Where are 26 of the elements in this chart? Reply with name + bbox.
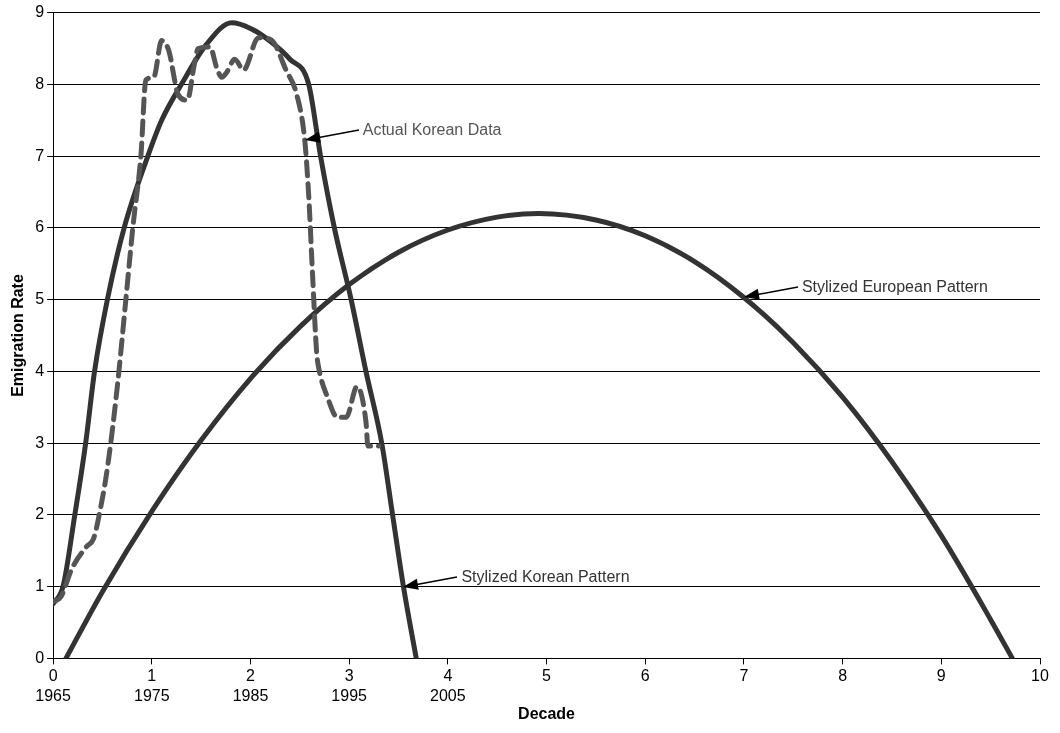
y-tick-label: 9 — [35, 3, 45, 21]
text: Stylized European Pattern — [801, 278, 988, 297]
x-axis-title: Decade — [518, 704, 576, 722]
x-tick-label: 9 — [936, 667, 946, 685]
text: Stylized Korean Pattern — [461, 567, 630, 586]
x-tick-label: 4 2005 — [430, 667, 466, 704]
y-tick-label: 8 — [35, 74, 45, 92]
x-tick-label: 7 — [739, 667, 749, 685]
x-tick-label: 8 — [838, 667, 848, 685]
y-tick-label: 7 — [35, 146, 45, 164]
y-tick-label: 6 — [35, 218, 45, 236]
y-tick-label: 5 — [35, 290, 45, 308]
x-tick-label: 3 1995 — [331, 667, 368, 704]
text: Actual Korean Data — [362, 121, 502, 140]
y-tick-label: 1 — [35, 577, 45, 595]
y-tick-label: 4 — [35, 361, 45, 379]
x-tick-label: 0 1965 — [35, 667, 71, 704]
x-tick-label: 5 — [542, 667, 552, 685]
y-tick-label: 2 — [35, 505, 45, 523]
x-tick-label: 2 1985 — [232, 667, 269, 704]
x-tick-label: 6 — [640, 667, 650, 685]
x-tick-label: 1 1975 — [133, 667, 170, 704]
x-tick-label: 10 — [1031, 667, 1049, 685]
y-tick-label: 3 — [35, 433, 45, 451]
y-tick-label: 0 — [35, 648, 45, 666]
y-axis-title: Emigration Rate — [9, 274, 27, 397]
